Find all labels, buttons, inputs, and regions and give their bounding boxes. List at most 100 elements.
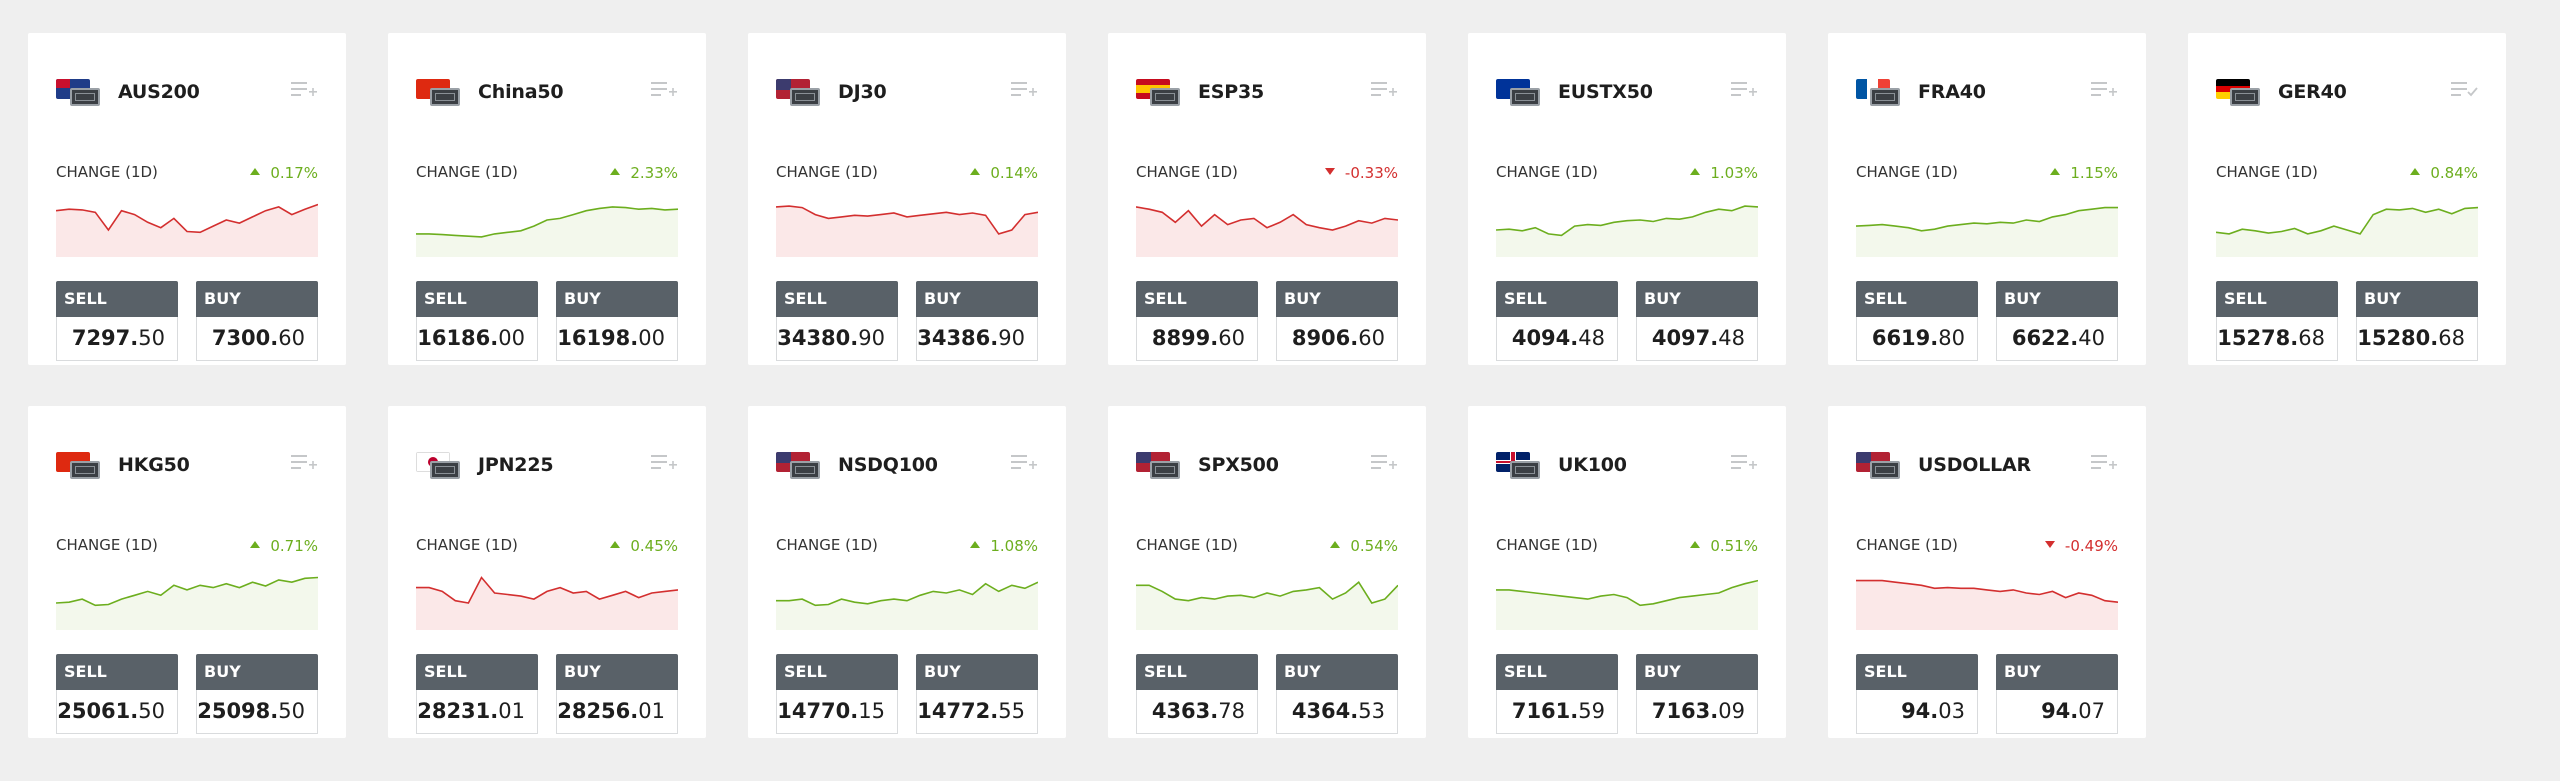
- sell-button[interactable]: SELL: [1136, 654, 1258, 690]
- buy-button[interactable]: BUY: [1996, 281, 2118, 317]
- sell-box[interactable]: SELL 4363.78: [1136, 654, 1258, 738]
- sell-price[interactable]: 14770.15: [776, 690, 898, 734]
- instrument-symbol[interactable]: AUS200: [118, 81, 200, 103]
- sell-button[interactable]: SELL: [416, 654, 538, 690]
- buy-button[interactable]: BUY: [916, 654, 1038, 690]
- buy-box[interactable]: BUY 25098.50: [196, 654, 318, 738]
- market-card-china50[interactable]: China50 CHANGE (1D) 2.33% SELL 16186.00 …: [388, 33, 706, 365]
- buy-button[interactable]: BUY: [916, 281, 1038, 317]
- sell-price[interactable]: 94.03: [1856, 690, 1978, 734]
- watchlist-add-icon[interactable]: [1010, 452, 1038, 472]
- buy-box[interactable]: BUY 28256.01: [556, 654, 678, 738]
- buy-button[interactable]: BUY: [1276, 281, 1398, 317]
- buy-price[interactable]: 28256.01: [556, 690, 678, 734]
- instrument-symbol[interactable]: HKG50: [118, 454, 190, 476]
- sell-price[interactable]: 4094.48: [1496, 317, 1618, 361]
- buy-button[interactable]: BUY: [196, 654, 318, 690]
- buy-button[interactable]: BUY: [556, 281, 678, 317]
- instrument-symbol[interactable]: USDOLLAR: [1918, 454, 2031, 476]
- buy-price[interactable]: 7163.09: [1636, 690, 1758, 734]
- watchlist-add-icon[interactable]: [2090, 79, 2118, 99]
- sell-box[interactable]: SELL 25061.50: [56, 654, 178, 738]
- buy-box[interactable]: BUY 14772.55: [916, 654, 1038, 738]
- instrument-symbol[interactable]: FRA40: [1918, 81, 1986, 103]
- buy-button[interactable]: BUY: [556, 654, 678, 690]
- sell-price[interactable]: 28231.01: [416, 690, 538, 734]
- buy-price[interactable]: 7300.60: [196, 317, 318, 361]
- sell-price[interactable]: 4363.78: [1136, 690, 1258, 734]
- buy-button[interactable]: BUY: [2356, 281, 2478, 317]
- market-card-fra40[interactable]: FRA40 CHANGE (1D) 1.15% SELL 6619.80 BUY…: [1828, 33, 2146, 365]
- buy-box[interactable]: BUY 4097.48: [1636, 281, 1758, 365]
- market-card-esp35[interactable]: ESP35 CHANGE (1D) -0.33% SELL 8899.60 BU…: [1108, 33, 1426, 365]
- instrument-symbol[interactable]: NSDQ100: [838, 454, 938, 476]
- sell-box[interactable]: SELL 15278.68: [2216, 281, 2338, 365]
- sell-price[interactable]: 34380.90: [776, 317, 898, 361]
- market-card-eustx50[interactable]: EUSTX50 CHANGE (1D) 1.03% SELL 4094.48 B…: [1468, 33, 1786, 365]
- watchlist-add-icon[interactable]: [650, 452, 678, 472]
- market-card-nsdq100[interactable]: NSDQ100 CHANGE (1D) 1.08% SELL 14770.15 …: [748, 406, 1066, 738]
- sell-price[interactable]: 16186.00: [416, 317, 538, 361]
- buy-price[interactable]: 4364.53: [1276, 690, 1398, 734]
- instrument-symbol[interactable]: UK100: [1558, 454, 1627, 476]
- sell-button[interactable]: SELL: [56, 654, 178, 690]
- buy-price[interactable]: 94.07: [1996, 690, 2118, 734]
- instrument-symbol[interactable]: DJ30: [838, 81, 887, 103]
- sell-price[interactable]: 7297.50: [56, 317, 178, 361]
- sell-box[interactable]: SELL 8899.60: [1136, 281, 1258, 365]
- watchlist-add-icon[interactable]: [290, 452, 318, 472]
- sell-button[interactable]: SELL: [416, 281, 538, 317]
- buy-box[interactable]: BUY 7163.09: [1636, 654, 1758, 738]
- watchlist-add-icon[interactable]: [1730, 79, 1758, 99]
- buy-price[interactable]: 25098.50: [196, 690, 318, 734]
- sell-box[interactable]: SELL 94.03: [1856, 654, 1978, 738]
- instrument-symbol[interactable]: SPX500: [1198, 454, 1279, 476]
- buy-price[interactable]: 34386.90: [916, 317, 1038, 361]
- buy-box[interactable]: BUY 8906.60: [1276, 281, 1398, 365]
- sell-box[interactable]: SELL 4094.48: [1496, 281, 1618, 365]
- instrument-symbol[interactable]: China50: [478, 81, 564, 103]
- market-card-dj30[interactable]: DJ30 CHANGE (1D) 0.14% SELL 34380.90 BUY…: [748, 33, 1066, 365]
- sell-box[interactable]: SELL 7297.50: [56, 281, 178, 365]
- sell-button[interactable]: SELL: [1856, 281, 1978, 317]
- market-card-uk100[interactable]: UK100 CHANGE (1D) 0.51% SELL 7161.59 BUY…: [1468, 406, 1786, 738]
- buy-box[interactable]: BUY 7300.60: [196, 281, 318, 365]
- buy-button[interactable]: BUY: [1636, 654, 1758, 690]
- watchlist-add-icon[interactable]: [1370, 452, 1398, 472]
- sell-box[interactable]: SELL 34380.90: [776, 281, 898, 365]
- sell-button[interactable]: SELL: [1496, 281, 1618, 317]
- watchlist-add-icon[interactable]: [1010, 79, 1038, 99]
- sell-box[interactable]: SELL 6619.80: [1856, 281, 1978, 365]
- sell-price[interactable]: 15278.68: [2216, 317, 2338, 361]
- sell-button[interactable]: SELL: [1136, 281, 1258, 317]
- market-card-ger40[interactable]: GER40 CHANGE (1D) 0.84% SELL 15278.68 BU…: [2188, 33, 2506, 365]
- watchlist-add-icon[interactable]: [2090, 452, 2118, 472]
- sell-box[interactable]: SELL 16186.00: [416, 281, 538, 365]
- market-card-jpn225[interactable]: JPN225 CHANGE (1D) 0.45% SELL 28231.01 B…: [388, 406, 706, 738]
- sell-box[interactable]: SELL 14770.15: [776, 654, 898, 738]
- sell-price[interactable]: 8899.60: [1136, 317, 1258, 361]
- buy-price[interactable]: 14772.55: [916, 690, 1038, 734]
- sell-price[interactable]: 7161.59: [1496, 690, 1618, 734]
- buy-button[interactable]: BUY: [1996, 654, 2118, 690]
- market-card-aus200[interactable]: AUS200 CHANGE (1D) 0.17% SELL 7297.50 BU…: [28, 33, 346, 365]
- sell-price[interactable]: 25061.50: [56, 690, 178, 734]
- sell-button[interactable]: SELL: [776, 281, 898, 317]
- sell-box[interactable]: SELL 28231.01: [416, 654, 538, 738]
- buy-box[interactable]: BUY 94.07: [1996, 654, 2118, 738]
- sell-button[interactable]: SELL: [1856, 654, 1978, 690]
- sell-box[interactable]: SELL 7161.59: [1496, 654, 1618, 738]
- sell-button[interactable]: SELL: [1496, 654, 1618, 690]
- buy-price[interactable]: 16198.00: [556, 317, 678, 361]
- watchlist-added-icon[interactable]: [2450, 79, 2478, 99]
- buy-price[interactable]: 15280.68: [2356, 317, 2478, 361]
- buy-box[interactable]: BUY 6622.40: [1996, 281, 2118, 365]
- buy-button[interactable]: BUY: [1276, 654, 1398, 690]
- buy-price[interactable]: 4097.48: [1636, 317, 1758, 361]
- sell-button[interactable]: SELL: [56, 281, 178, 317]
- sell-price[interactable]: 6619.80: [1856, 317, 1978, 361]
- watchlist-add-icon[interactable]: [1370, 79, 1398, 99]
- watchlist-add-icon[interactable]: [1730, 452, 1758, 472]
- buy-price[interactable]: 6622.40: [1996, 317, 2118, 361]
- instrument-symbol[interactable]: ESP35: [1198, 81, 1265, 103]
